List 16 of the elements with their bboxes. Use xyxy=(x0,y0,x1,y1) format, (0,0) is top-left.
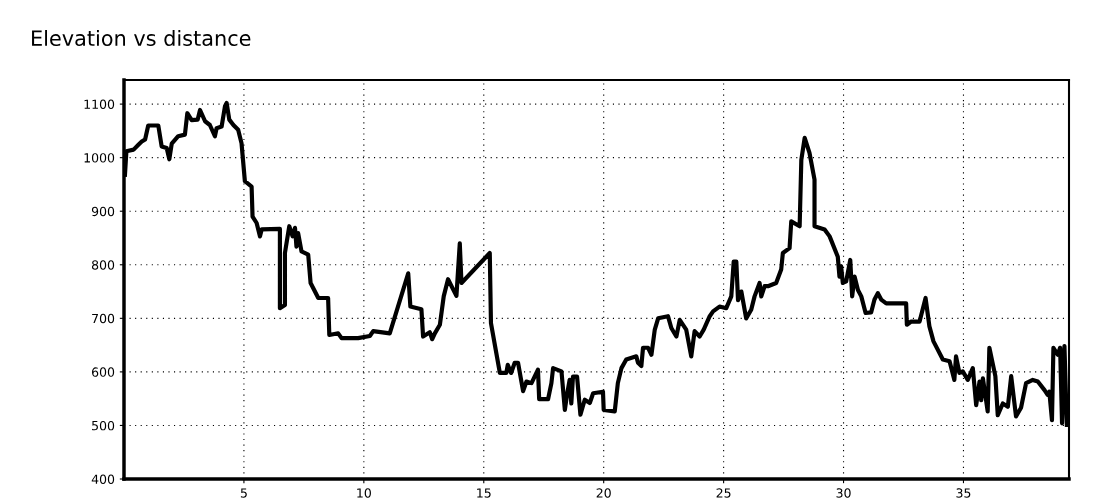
y-tick-label: 400 xyxy=(91,474,115,484)
x-tick-label: 15 xyxy=(477,488,491,498)
y-tick-label: 500 xyxy=(92,420,115,431)
chart-title: Elevation vs distance xyxy=(32,29,251,47)
y-tick-label: 900 xyxy=(91,206,115,217)
x-tick-label: 5 xyxy=(240,488,247,498)
x-tick-label: 35 xyxy=(956,488,971,498)
y-tick-label: 1000 xyxy=(84,153,115,163)
y-tick-label: 1100 xyxy=(84,99,115,110)
y-tick-label: 700 xyxy=(92,313,115,324)
x-tick-label: 20 xyxy=(596,488,611,498)
y-tick-label: 600 xyxy=(91,367,115,377)
x-tick-label: 30 xyxy=(836,488,851,498)
y-tick-label: 800 xyxy=(91,260,115,270)
x-tick-label: 10 xyxy=(357,488,371,498)
x-tick-label: 25 xyxy=(716,488,731,498)
